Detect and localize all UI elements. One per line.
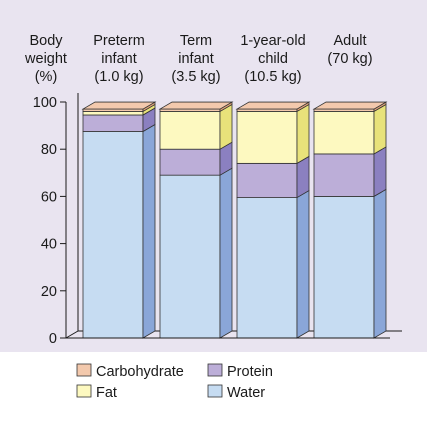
- bar-side-face: [296, 103, 310, 165]
- legend-label: Protein: [227, 364, 273, 380]
- category-label: child: [258, 51, 288, 67]
- bar-top-face-1: [81, 101, 157, 110]
- bar-segment-fat-4: [313, 103, 387, 155]
- bar-top-face-4: [312, 101, 388, 110]
- bar-segment-protein-2: [159, 141, 233, 176]
- bar-front-face: [313, 111, 375, 155]
- bar-segment-protein-4: [313, 146, 387, 198]
- bar-front-face: [236, 162, 298, 198]
- bar-segment-fat-2: [159, 103, 233, 150]
- category-label: (10.5 kg): [244, 69, 301, 85]
- legend-swatch: [76, 363, 92, 377]
- bar-side-face: [219, 167, 233, 339]
- y-tick-label: 60: [41, 189, 57, 205]
- y-axis-title-line: weight: [24, 51, 67, 67]
- bar-front-face: [82, 131, 144, 339]
- bar-segment-water-4: [313, 188, 387, 339]
- bar-segment-fat-3: [236, 103, 310, 165]
- bar-segment-water-2: [159, 167, 233, 339]
- bar-front-face: [236, 111, 298, 164]
- legend-swatch: [207, 384, 223, 398]
- legend: Carbohydrate Protein Fat Water: [76, 363, 273, 401]
- bar-side-face: [373, 103, 387, 155]
- legend-panel: Carbohydrate Protein Fat Water: [0, 352, 427, 421]
- legend-item-fat: Fat: [76, 384, 117, 401]
- bar-side-face: [373, 146, 387, 198]
- y-axis: 0 20 40 60 80 100: [33, 95, 390, 347]
- bars-group: [81, 101, 388, 339]
- category-label: 1-year-old: [240, 33, 305, 49]
- legend-label: Carbohydrate: [96, 364, 184, 380]
- bar-segment-water-1: [82, 123, 156, 339]
- y-tick-label: 80: [41, 142, 57, 158]
- bar-segment-water-3: [236, 189, 310, 339]
- category-label: Term: [180, 33, 212, 49]
- legend-item-carbohydrate: Carbohydrate: [76, 363, 184, 380]
- category-label: Preterm: [93, 33, 145, 49]
- category-label: (3.5 kg): [171, 69, 220, 85]
- y-tick-label: 100: [33, 95, 57, 111]
- legend-item-water: Water: [207, 384, 265, 401]
- legend-label: Fat: [96, 385, 117, 401]
- bar-side-face: [219, 103, 233, 150]
- bar-side-face: [373, 188, 387, 339]
- y-tick-label: 40: [41, 237, 57, 253]
- category-label: (70 kg): [327, 51, 372, 67]
- bar-front-face: [82, 111, 144, 116]
- legend-label: Water: [227, 385, 265, 401]
- bar-front-face: [159, 174, 221, 339]
- bar-segment-protein-3: [236, 155, 310, 199]
- category-label: (1.0 kg): [94, 69, 143, 85]
- bar-top-face-3: [235, 101, 311, 110]
- legend-item-protein: Protein: [207, 363, 273, 380]
- category-headers: Preterm infant (1.0 kg) Term infant (3.5 kg) 1…: [93, 33, 372, 85]
- y-axis-title: Body weight (%): [24, 33, 67, 85]
- bar-front-face: [313, 153, 375, 197]
- y-tick-label: 0: [49, 331, 57, 347]
- bar-front-face: [236, 197, 298, 339]
- legend-swatch: [207, 363, 223, 377]
- y-tick-label: 20: [41, 284, 57, 300]
- bar-front-face: [159, 148, 221, 176]
- bar-side-face: [296, 189, 310, 339]
- category-label: infant: [101, 51, 136, 67]
- category-label: infant: [178, 51, 213, 67]
- bar-side-face: [142, 123, 156, 339]
- bar-front-face: [82, 114, 144, 132]
- y-axis-title-line: Body: [29, 33, 63, 49]
- bar-front-face: [313, 195, 375, 339]
- bar-front-face: [159, 111, 221, 150]
- category-label: Adult: [333, 33, 366, 49]
- floor-left-edge: [65, 330, 79, 339]
- legend-swatch: [76, 384, 92, 398]
- y-axis-title-line: (%): [35, 69, 58, 85]
- bar-top-face-2: [158, 101, 234, 110]
